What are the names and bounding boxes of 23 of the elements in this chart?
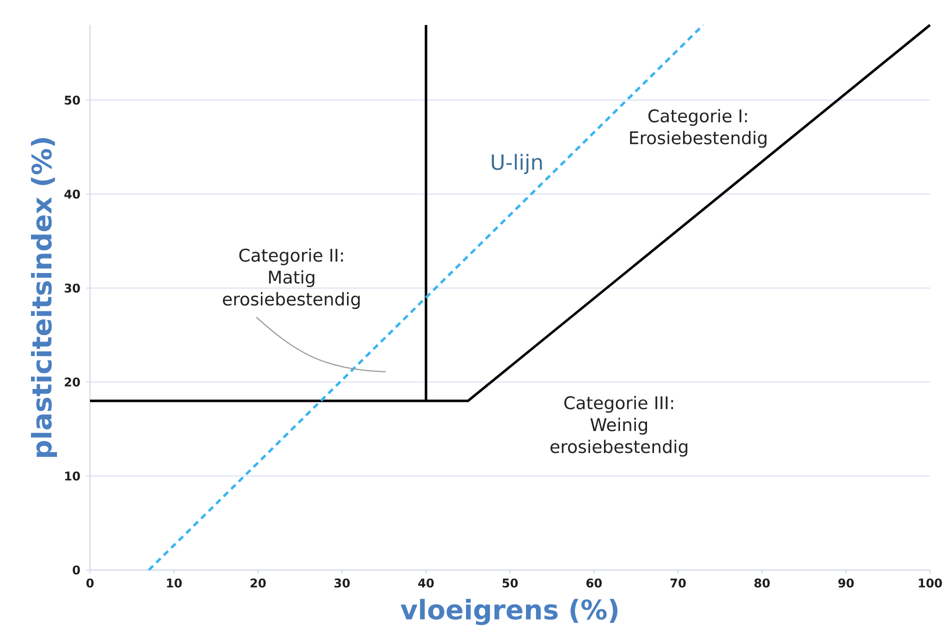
y-tick-label: 10 xyxy=(65,471,80,481)
x-tick-label: 20 xyxy=(250,578,266,588)
y-tick-label: 30 xyxy=(64,284,80,293)
x-tick-label: 100 xyxy=(918,578,942,588)
x-tick-label: 60 xyxy=(586,578,602,588)
x-tick-label: 90 xyxy=(838,578,854,588)
annotation: Categorie II: Matig erosiebestendig xyxy=(222,248,360,310)
x-tick-label: 0 xyxy=(86,578,94,588)
x-tick-label: 50 xyxy=(502,578,518,588)
y-axis-title: plasticiteitsindex (%) xyxy=(30,138,57,457)
x-tick-label: 40 xyxy=(418,578,434,588)
x-tick-label: 70 xyxy=(670,578,686,588)
x-tick-label: 30 xyxy=(334,578,350,588)
y-tick-label: 0 xyxy=(72,565,80,575)
x-axis-title: vloeigrens (%) xyxy=(400,598,618,626)
y-tick-label: 40 xyxy=(64,190,80,199)
y-tick-label: 20 xyxy=(64,378,80,387)
x-tick-label: 80 xyxy=(754,578,770,588)
series-label: U-lijn xyxy=(492,154,542,174)
annotation: Categorie I: Erosiebestendig xyxy=(630,108,766,148)
x-tick-label: 10 xyxy=(167,578,182,588)
y-tick-label: 50 xyxy=(64,96,80,105)
annotation: Categorie III: Weinig erosiebestendig xyxy=(550,396,688,457)
